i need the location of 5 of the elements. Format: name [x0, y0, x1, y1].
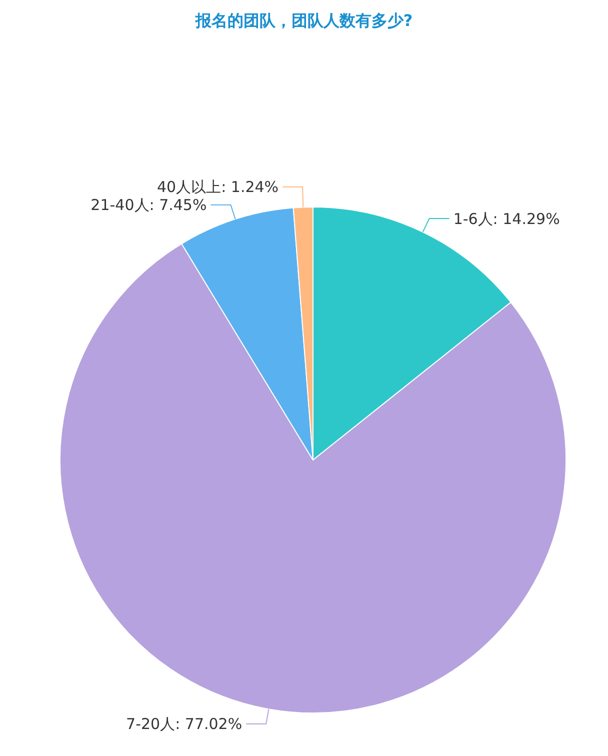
slice-label: 21-40人: 7.45%: [90, 196, 207, 214]
slice-label: 1-6人: 14.29%: [453, 210, 560, 228]
slice-label: 40人以上: 1.24%: [157, 178, 279, 196]
slice-label: 7-20人: 77.02%: [126, 715, 242, 734]
chart-title: 报名的团队，团队人数有多少?: [194, 11, 413, 30]
